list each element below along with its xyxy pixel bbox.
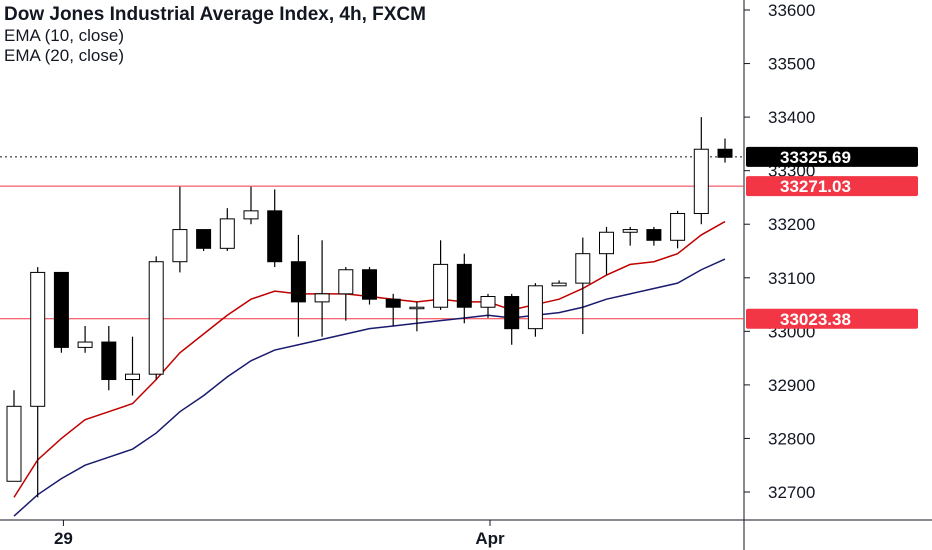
candle-body bbox=[148, 261, 164, 375]
candle-body bbox=[409, 306, 425, 310]
y-tick-label: 32800 bbox=[768, 429, 815, 448]
chart-title: Dow Jones Industrial Average Index, 4h, … bbox=[4, 4, 426, 25]
candle-body bbox=[693, 148, 709, 215]
candle-body bbox=[456, 263, 472, 308]
y-tick-label: 32700 bbox=[768, 483, 815, 502]
candle-body bbox=[717, 148, 733, 158]
candle-body bbox=[101, 341, 117, 381]
candle-body bbox=[551, 282, 567, 287]
candle-body bbox=[290, 261, 306, 303]
candle-body bbox=[219, 218, 235, 249]
candle-body bbox=[30, 271, 46, 407]
candle-body bbox=[575, 253, 591, 284]
price-label-box bbox=[746, 308, 918, 329]
candle-body bbox=[267, 210, 283, 263]
candle-body bbox=[53, 271, 69, 348]
price-label-text: 33325.69 bbox=[780, 148, 851, 167]
price-label-box bbox=[746, 176, 918, 197]
ema10-line bbox=[13, 220, 726, 498]
candle-body bbox=[646, 229, 662, 241]
candle-body bbox=[599, 231, 614, 255]
y-tick-label: 33100 bbox=[768, 269, 815, 288]
ema10-legend: EMA (10, close) bbox=[4, 26, 124, 45]
price-label-text: 33023.38 bbox=[780, 310, 851, 329]
candle-body bbox=[504, 296, 520, 330]
price-label-text: 33271.03 bbox=[780, 177, 851, 196]
candle-body bbox=[527, 285, 543, 330]
candle-body bbox=[385, 298, 401, 308]
candle-body bbox=[314, 293, 330, 303]
candle-body bbox=[6, 405, 22, 482]
ema20-line bbox=[13, 258, 726, 517]
y-tick-label: 32900 bbox=[768, 376, 815, 395]
candle-body bbox=[243, 210, 259, 220]
candle-body bbox=[196, 229, 212, 249]
price-label-box bbox=[746, 146, 918, 167]
candle-body bbox=[362, 269, 377, 300]
candle-body bbox=[172, 229, 188, 263]
chart-legend: Dow Jones Industrial Average Index, 4h, … bbox=[4, 4, 426, 66]
candle-body bbox=[480, 296, 496, 308]
candle-body bbox=[338, 269, 354, 295]
ema20-legend: EMA (20, close) bbox=[4, 46, 124, 65]
candle-body bbox=[622, 229, 638, 233]
y-tick-label: 33600 bbox=[768, 1, 815, 20]
y-tick-label: 33400 bbox=[768, 108, 815, 127]
x-tick-label: 29 bbox=[54, 529, 73, 548]
candle-body bbox=[670, 213, 686, 241]
y-tick-label: 33200 bbox=[768, 215, 815, 234]
y-tick-label: 33500 bbox=[768, 55, 815, 74]
x-tick-label: Apr bbox=[475, 529, 505, 548]
candle-body bbox=[433, 263, 449, 308]
candle-body bbox=[77, 341, 93, 348]
candle-body bbox=[125, 373, 140, 381]
